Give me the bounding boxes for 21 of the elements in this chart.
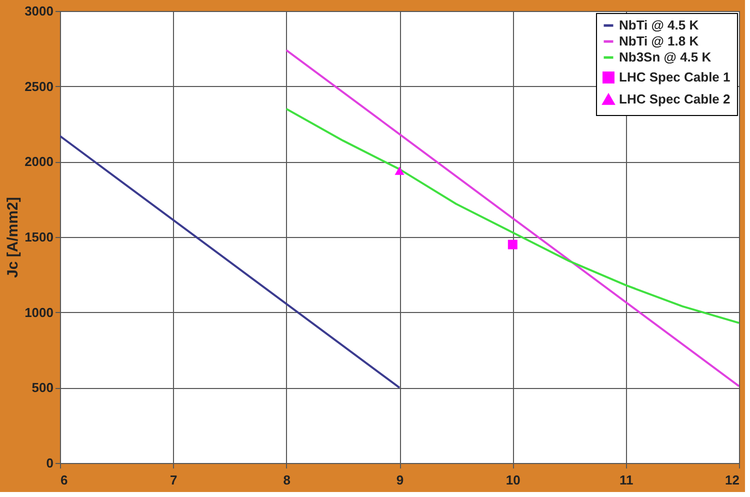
legend-label: LHC Spec Cable 2 (619, 92, 730, 106)
x-tick-label: 12 (725, 472, 740, 488)
y-tick-label: 500 (32, 380, 54, 396)
legend-label: NbTi @ 4.5 K (619, 18, 700, 32)
line-series (285, 108, 739, 324)
x-tick-label: 6 (60, 472, 68, 488)
y-axis-title: Jc [A/mm2] (4, 197, 22, 278)
x-tick-label: 9 (396, 472, 404, 488)
y-tick-label: 2000 (24, 154, 54, 170)
x-tick-label: 7 (170, 472, 178, 488)
y-tick-label: 1500 (24, 230, 54, 244)
x-tick-label: 11 (619, 472, 634, 488)
x-tick-label: 10 (506, 472, 520, 488)
y-tick-label: 0 (46, 456, 54, 470)
y-tick-label: 2500 (24, 78, 54, 94)
legend-label: LHC Spec Cable 1 (619, 70, 730, 84)
y-tick-label: 3000 (24, 4, 54, 18)
x-tick-label: 8 (283, 472, 290, 488)
legend-label: Nb3Sn @ 4.5 K (619, 50, 712, 64)
y-tick-label: 1000 (24, 304, 54, 320)
legend-label: NbTi @ 1.8 K (619, 34, 700, 48)
